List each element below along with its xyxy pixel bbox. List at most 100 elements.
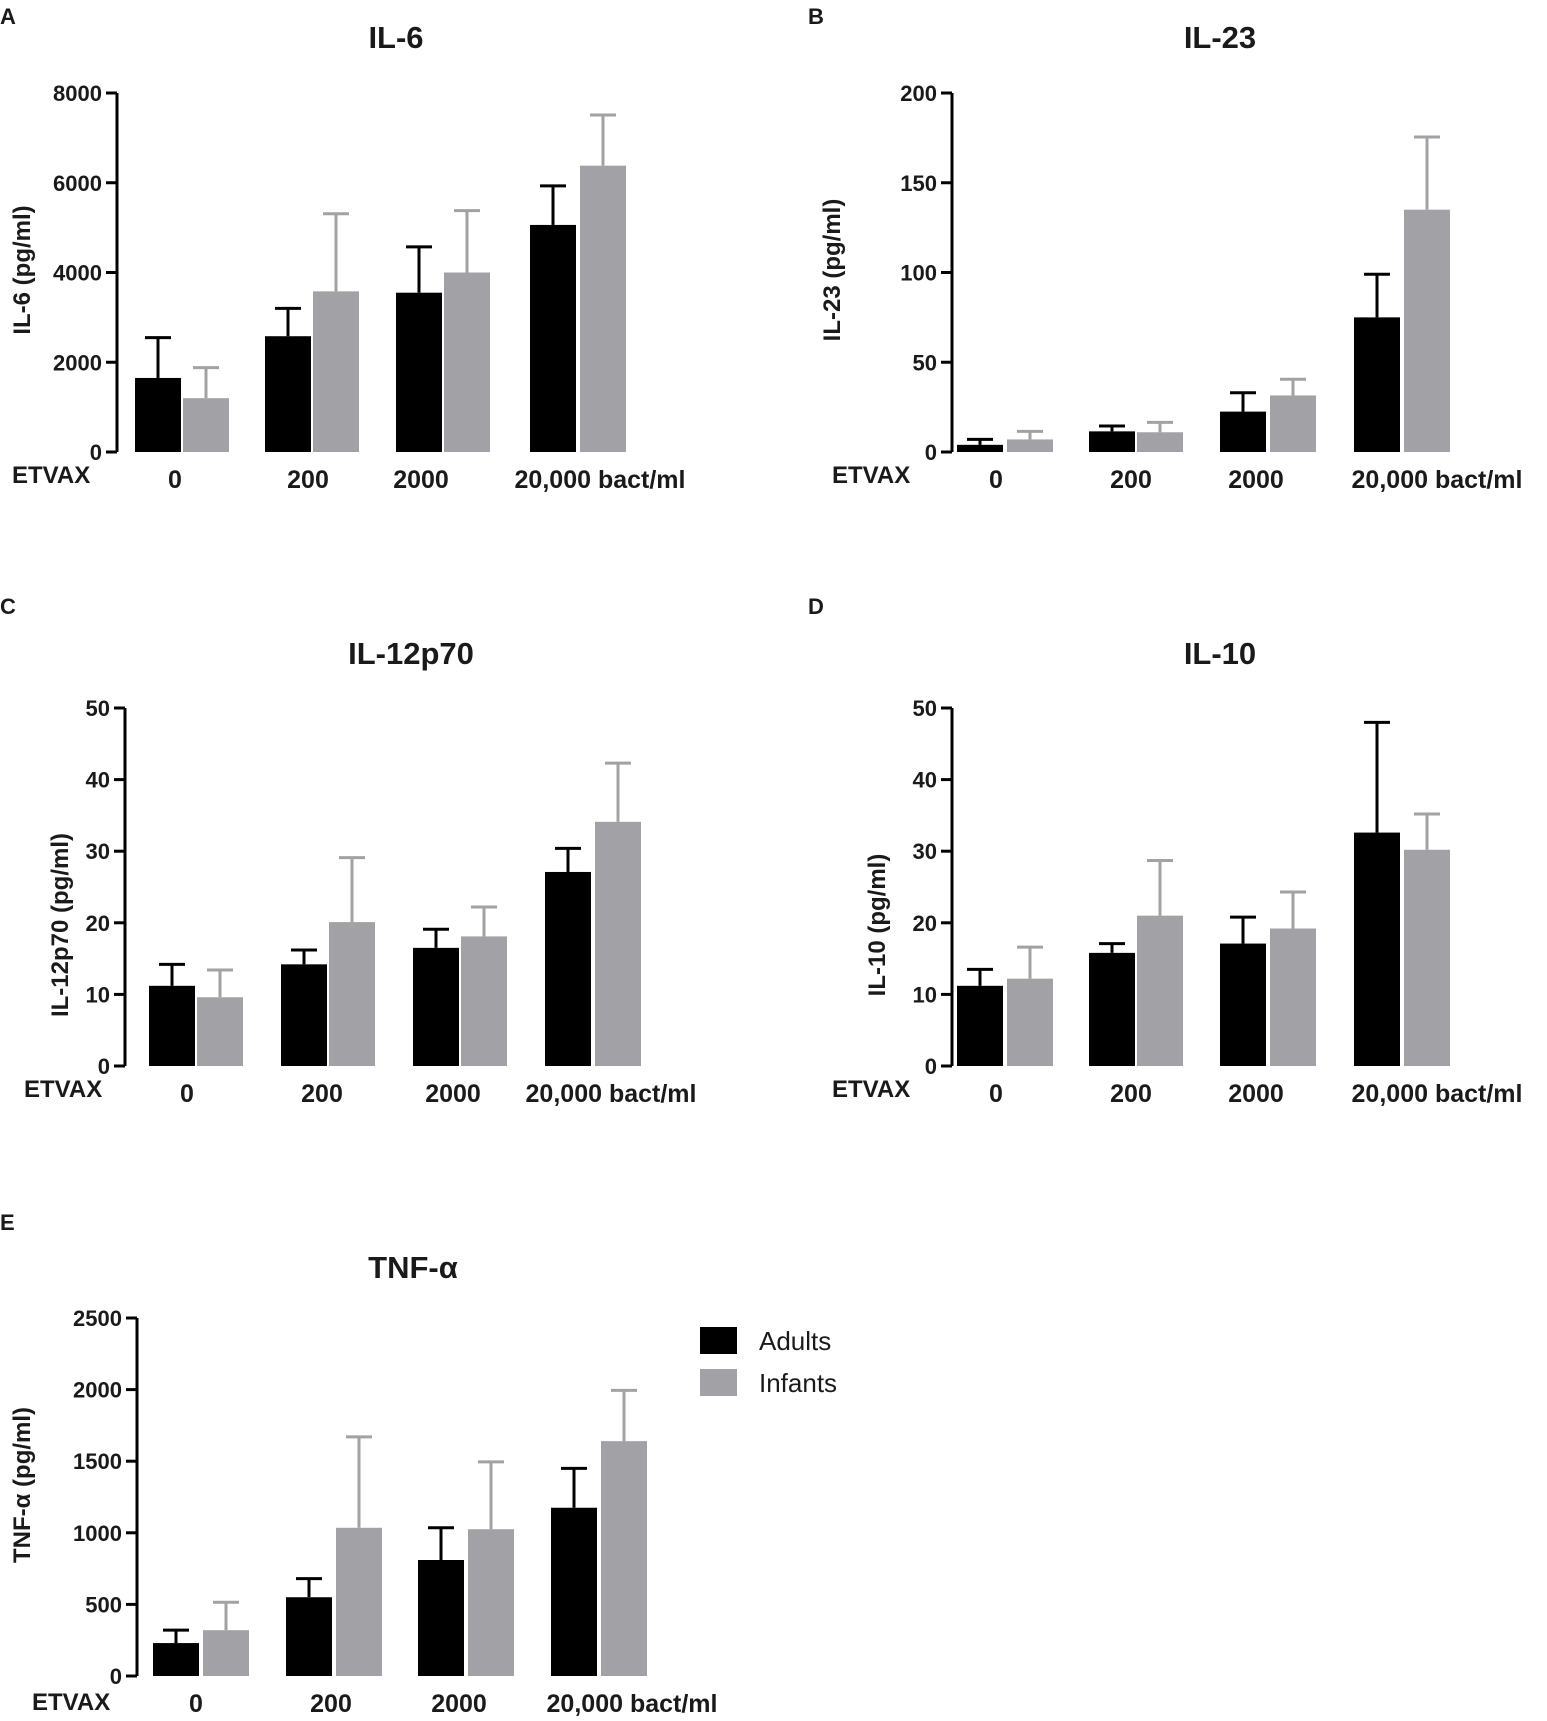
y-axis-label: IL-10 (pg/ml) — [864, 854, 891, 997]
y-tick-label: 500 — [85, 1592, 122, 1617]
bar-infants — [461, 936, 507, 1066]
bar-infants — [1270, 395, 1316, 452]
x-axis-prefix: ETVAX — [24, 1076, 102, 1103]
chart-title: IL-6 — [368, 20, 423, 55]
x-category-label: 20,000 bact/ml — [547, 1690, 718, 1718]
panel-letter: A — [0, 4, 16, 29]
bar-adults — [545, 871, 591, 1066]
y-tick-label: 10 — [913, 982, 937, 1007]
bar-adults — [149, 985, 195, 1066]
bar-infants — [203, 1630, 249, 1676]
y-tick-label: 2000 — [53, 350, 102, 375]
x-category-label: 20,000 bact/ml — [515, 466, 686, 494]
y-tick-label: 8000 — [53, 81, 102, 106]
y-tick-label: 150 — [900, 171, 937, 196]
y-tick-label: 0 — [110, 1664, 122, 1689]
chart-title: IL-10 — [1184, 636, 1256, 671]
bar-adults — [153, 1643, 199, 1676]
bar-adults — [396, 292, 442, 452]
legend-label-infants: Infants — [759, 1368, 837, 1398]
bar-infants — [1404, 849, 1450, 1066]
bar-infants — [1137, 432, 1183, 452]
panel-letter: B — [808, 4, 824, 29]
bar-adults — [135, 377, 181, 452]
y-axis-label: IL-12p70 (pg/ml) — [47, 833, 74, 1017]
bar-infants — [197, 997, 243, 1066]
bar-adults — [286, 1597, 332, 1676]
y-tick-label: 0 — [925, 440, 937, 465]
panel-letter: E — [0, 1210, 15, 1235]
y-tick-label: 50 — [913, 696, 937, 721]
x-axis-prefix: ETVAX — [832, 1076, 910, 1103]
x-category-label: 0 — [189, 1690, 203, 1718]
bar-infants — [580, 165, 626, 452]
x-category-label: 20,000 bact/ml — [1352, 1080, 1523, 1108]
bar-infants — [183, 398, 229, 452]
bar-adults — [1089, 431, 1135, 452]
chart-panel-d: D IL-10 IL-10 (pg/ml) 0 10 20 30 40 50 ETVAX 0 200 2… — [808, 594, 1522, 1108]
x-axis-prefix: ETVAX — [12, 462, 90, 489]
y-tick-label: 0 — [98, 1054, 110, 1079]
bar-infants — [595, 821, 641, 1066]
chart-panel-c: C IL-12p70 IL-12p70 (pg/ml) 0 10 20 30 40 50 ETVA… — [0, 594, 696, 1108]
y-tick-label: 20 — [913, 911, 937, 936]
bar-adults — [1354, 832, 1400, 1066]
x-category-label: 2000 — [1228, 466, 1284, 494]
bar-adults — [281, 964, 327, 1066]
y-axis-label: IL-23 (pg/ml) — [819, 199, 846, 342]
bar-infants — [329, 922, 375, 1066]
y-tick-label: 50 — [86, 696, 110, 721]
bar-infants — [313, 291, 359, 452]
x-category-label: 200 — [301, 1080, 343, 1108]
x-category-label: 0 — [989, 1080, 1003, 1108]
chart-title: IL-12p70 — [348, 636, 474, 671]
y-tick-label: 1500 — [73, 1449, 122, 1474]
x-category-label: 2000 — [393, 466, 449, 494]
chart-panel-b: B IL-23 IL-23 (pg/ml) 0 50 100 150 200 ETVAX 0 200… — [808, 4, 1522, 494]
x-category-label: 200 — [310, 1690, 352, 1718]
x-category-label: 20,000 bact/ml — [526, 1080, 697, 1108]
bar-infants — [1137, 915, 1183, 1066]
bar-infants — [601, 1441, 647, 1676]
x-category-label: 2000 — [425, 1080, 481, 1108]
y-axis-label: IL-6 (pg/ml) — [9, 205, 36, 334]
y-tick-label: 50 — [913, 350, 937, 375]
y-tick-label: 100 — [900, 261, 937, 286]
bar-adults — [957, 985, 1003, 1066]
x-category-label: 200 — [287, 466, 329, 494]
legend-label-adults: Adults — [759, 1326, 831, 1356]
x-category-label: 2000 — [431, 1690, 487, 1718]
x-category-label: 0 — [180, 1080, 194, 1108]
bar-adults — [957, 444, 1003, 452]
bar-infants — [1007, 978, 1053, 1066]
x-category-label: 0 — [168, 466, 182, 494]
bar-adults — [551, 1507, 597, 1676]
y-tick-label: 2000 — [73, 1378, 122, 1403]
y-tick-label: 200 — [900, 81, 937, 106]
bar-adults — [1354, 317, 1400, 452]
legend-swatch-adults — [700, 1327, 737, 1354]
panel-letter: C — [0, 594, 16, 619]
bar-adults — [1220, 943, 1266, 1066]
y-tick-label: 6000 — [53, 171, 102, 196]
x-axis-prefix: ETVAX — [32, 1689, 110, 1716]
y-tick-label: 0 — [925, 1054, 937, 1079]
bar-infants — [1404, 209, 1450, 452]
bar-infants — [1270, 928, 1316, 1066]
panel-letter: D — [808, 594, 824, 619]
bar-adults — [530, 224, 576, 452]
x-axis-prefix: ETVAX — [832, 462, 910, 489]
y-tick-label: 4000 — [53, 261, 102, 286]
legend: Adults Infants — [700, 1326, 837, 1398]
y-tick-label: 40 — [86, 768, 110, 793]
x-category-label: 0 — [989, 466, 1003, 494]
x-category-label: 20,000 bact/ml — [1352, 466, 1523, 494]
bar-infants — [444, 272, 490, 452]
x-category-label: 200 — [1110, 1080, 1152, 1108]
y-tick-label: 30 — [913, 839, 937, 864]
y-tick-label: 20 — [86, 911, 110, 936]
y-tick-label: 0 — [90, 440, 102, 465]
